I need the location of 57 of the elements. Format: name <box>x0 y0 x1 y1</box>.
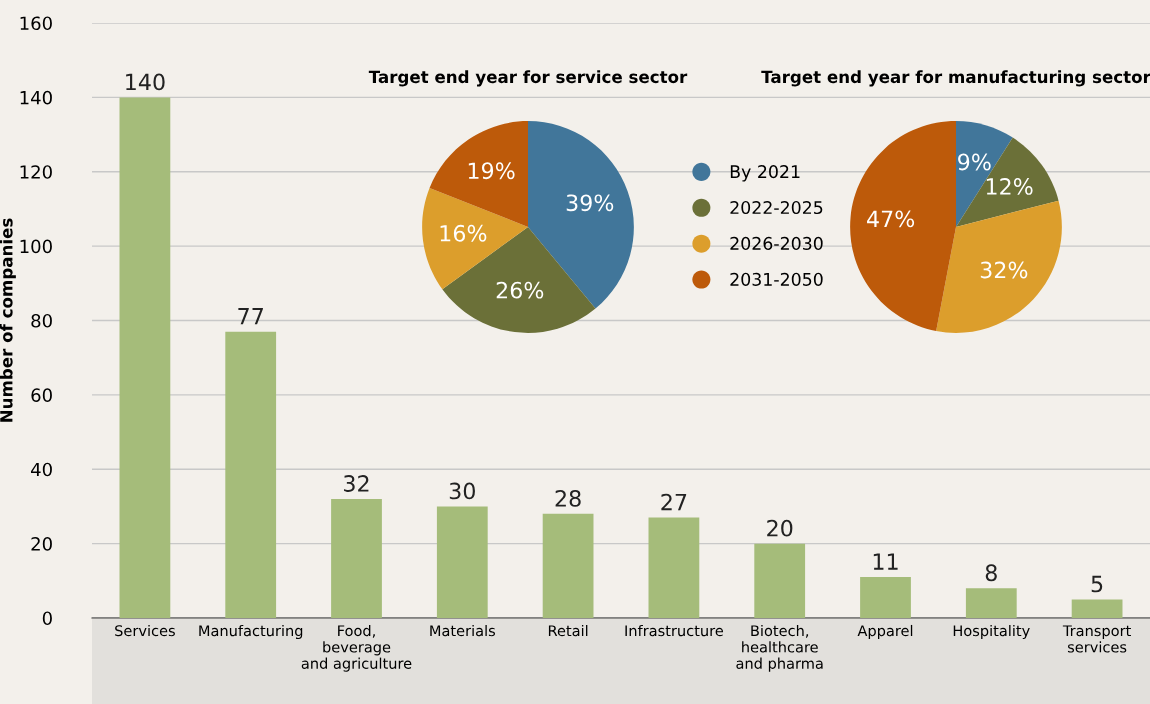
x-tick-label: Services <box>115 624 175 637</box>
x-tick-label: Food, beverage and agriculture <box>301 624 412 672</box>
x-tick-label: Materials <box>430 624 496 637</box>
y-tick-label: 160 <box>20 16 52 31</box>
x-tick-label: Biotech, healthcare and pharma <box>736 624 823 672</box>
data-label: 27 <box>661 493 687 511</box>
y-tick-label: 60 <box>31 388 52 402</box>
bar <box>1071 599 1123 618</box>
data-label: 140 <box>126 73 165 91</box>
pie-slice <box>936 200 1062 333</box>
x-tick-label: Apparel <box>857 624 913 640</box>
bar <box>436 506 488 618</box>
data-label: 20 <box>767 519 793 537</box>
chart-title: Target end year for service sector <box>368 70 688 87</box>
data-label: 47% <box>867 210 915 228</box>
y-tick-label: 20 <box>31 537 52 551</box>
data-label: 16% <box>440 224 487 242</box>
data-label: 8 <box>985 564 997 582</box>
data-label: 32% <box>980 261 1028 279</box>
legend-label: By 2021 <box>730 165 800 182</box>
data-label: 9% <box>958 153 991 171</box>
bar <box>754 543 806 618</box>
data-label: 39% <box>566 194 614 212</box>
bar <box>542 513 594 618</box>
data-label: 12% <box>986 178 1033 195</box>
y-tick-label: 0 <box>42 611 52 626</box>
data-label: 30 <box>449 482 475 500</box>
y-tick-label: 80 <box>31 313 52 328</box>
data-label: 11 <box>873 553 898 570</box>
y-tick-label: 140 <box>20 90 52 105</box>
data-label: 5 <box>1091 575 1103 593</box>
x-tick-label: Infrastructure <box>625 624 724 637</box>
data-label: 77 <box>238 308 263 325</box>
x-tick-label: Transport services <box>1062 625 1131 653</box>
y-tick-label: 100 <box>20 239 52 254</box>
bar <box>225 331 277 618</box>
pie-slice <box>956 137 1059 227</box>
bar <box>331 499 382 618</box>
x-tick-label: Hospitality <box>953 624 1030 640</box>
y-tick-label: 120 <box>20 165 52 179</box>
bar <box>648 517 700 618</box>
x-tick-label: Manufacturing <box>199 624 303 640</box>
data-label: 19% <box>468 162 515 180</box>
x-tick-label: Retail <box>548 624 588 637</box>
pie-slice <box>850 121 956 332</box>
legend-label: 2022-2025 <box>730 200 823 215</box>
legend-label: 2031-2050 <box>730 272 823 286</box>
bar <box>860 577 911 618</box>
y-axis-title: Number of companies <box>0 218 16 422</box>
data-label: 32 <box>344 475 369 492</box>
y-tick-label: 40 <box>31 462 52 477</box>
chart-title: Target end year for manufacturing sector <box>761 70 1150 87</box>
legend-label: 2026-2030 <box>730 236 823 250</box>
data-label: 28 <box>555 489 581 507</box>
data-label: 26% <box>496 281 544 299</box>
bar <box>119 97 171 618</box>
bar <box>965 588 1017 618</box>
